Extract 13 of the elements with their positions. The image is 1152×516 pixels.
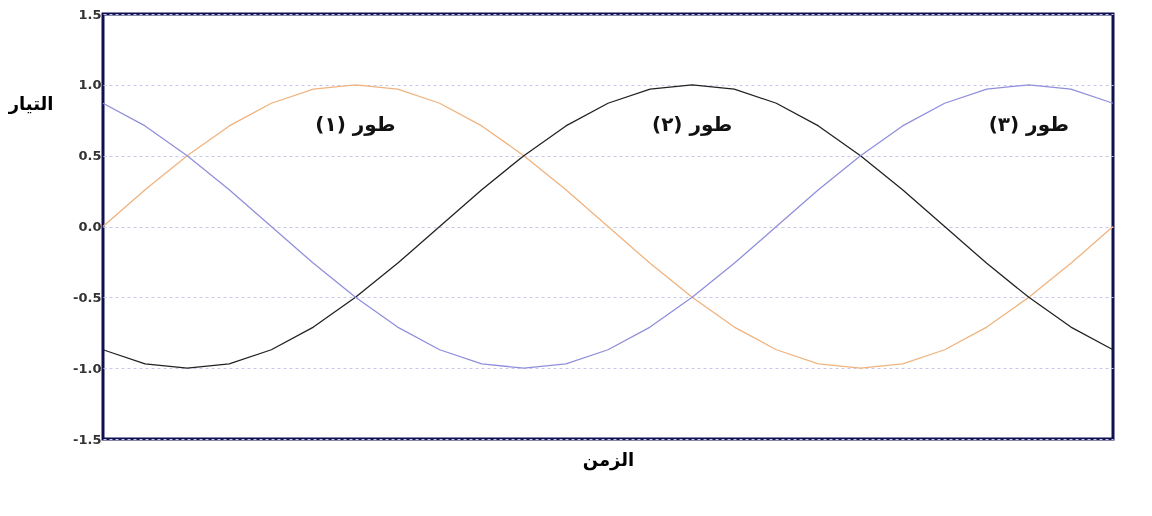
series-label: طور (٣) bbox=[988, 111, 1070, 136]
series-label: طور (٢) bbox=[651, 111, 733, 136]
y-tick-label: 1.0 bbox=[78, 77, 102, 93]
y-axis-title: التيار bbox=[7, 92, 54, 114]
y-tick-label: 0.5 bbox=[78, 148, 102, 164]
y-tick-label: -1.0 bbox=[73, 360, 102, 376]
x-axis-title: الزمن bbox=[582, 448, 635, 471]
y-tick-label: 1.5 bbox=[78, 6, 102, 22]
y-tick-label: -1.5 bbox=[73, 431, 102, 447]
series-label: طور (١) bbox=[315, 111, 396, 136]
line-series bbox=[102, 84, 1114, 369]
y-tick-label: 0.0 bbox=[78, 219, 102, 234]
y-tick-label: -0.5 bbox=[73, 289, 102, 305]
